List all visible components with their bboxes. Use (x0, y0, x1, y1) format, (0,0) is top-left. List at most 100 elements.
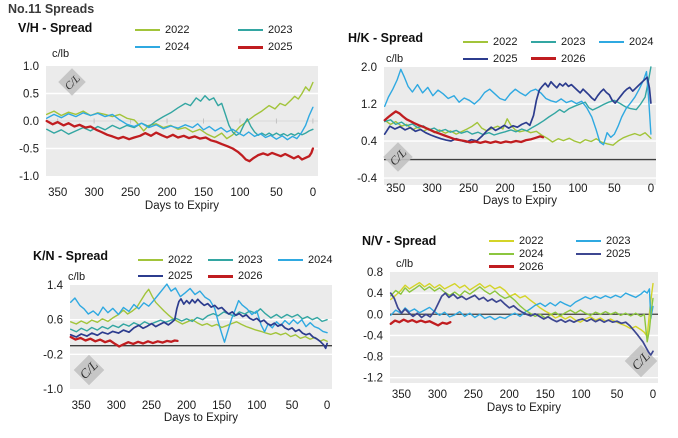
legend-label: 2026 (561, 52, 586, 65)
legend-line-swatch (208, 274, 233, 278)
legend-line-swatch (531, 40, 556, 43)
watermark-logo: C/L (58, 68, 86, 96)
legend-item-hk-2023: 2023 (531, 33, 599, 50)
legend-item-nv-2022: 2022 (489, 234, 576, 247)
legend-line-swatch (576, 252, 601, 255)
legend-line-swatch (138, 259, 163, 261)
page-title: No.11 Spreads (8, 2, 95, 16)
svg-text:-0.8: -0.8 (363, 352, 383, 364)
svg-text:150: 150 (212, 400, 231, 412)
legend-label: 2025 (268, 41, 293, 54)
x-axis-label-kn: Days to Expiry (164, 412, 238, 424)
legend-line-swatch (599, 40, 624, 43)
x-axis-label-nv: Days to Expiry (487, 402, 561, 414)
svg-text:50: 50 (286, 400, 299, 412)
svg-text:-0.5: -0.5 (19, 144, 39, 156)
chart-title-kn: K/N - Spread (33, 249, 109, 263)
svg-text:100: 100 (230, 187, 249, 199)
svg-text:200: 200 (177, 400, 196, 412)
legend-item-kn-2024: 2024 (278, 252, 348, 268)
chart-title-vh: V/H - Spread (18, 21, 93, 35)
svg-text:150: 150 (194, 187, 213, 199)
legend-item-vh-2025: 2025 (238, 39, 341, 57)
svg-text:100: 100 (572, 389, 591, 401)
legend-label: 2023 (238, 254, 263, 266)
series-line-hk-2023 (384, 66, 652, 136)
legend-line-swatch (135, 28, 160, 31)
svg-text:250: 250 (142, 400, 161, 412)
legend-item-nv-2024: 2024 (489, 247, 576, 260)
chart-title-hk: H/K - Spread (348, 31, 424, 45)
svg-text:1.2: 1.2 (361, 99, 377, 111)
svg-text:350: 350 (392, 389, 411, 401)
plot-area-kn (70, 285, 332, 389)
svg-text:250: 250 (121, 187, 140, 199)
legend-line-swatch (489, 252, 514, 255)
legend-label: 2026 (238, 270, 263, 282)
legend-line-swatch (238, 28, 263, 31)
y-axis-ticks-kn: 1.4 0.6 -0.2 -1.0 (43, 280, 63, 396)
y-axis-unit-hk: c/lb (386, 53, 403, 65)
svg-text:300: 300 (428, 389, 447, 401)
series-line-vh-2024 (46, 106, 314, 141)
svg-text:1.0: 1.0 (23, 61, 39, 73)
watermark-logo: C/L (383, 142, 413, 172)
svg-text:0.5: 0.5 (23, 89, 39, 101)
svg-text:0.0: 0.0 (367, 309, 383, 321)
gridlines-vh (46, 92, 318, 150)
legend-line-swatch (463, 40, 488, 43)
x-axis-label-vh: Days to Expiry (145, 200, 219, 212)
legend-item-vh-2024: 2024 (135, 39, 238, 57)
svg-text:0.4: 0.4 (367, 288, 384, 300)
series-line-hk-2024 (384, 68, 652, 146)
legend-item-nv-2025: 2025 (576, 247, 663, 260)
series-line-nv-2026 (389, 318, 452, 327)
svg-text:50: 50 (608, 183, 621, 195)
y-axis-ticks-vh: 1.0 0.5 0.0 -0.5 -1.0 (19, 61, 39, 183)
svg-text:200: 200 (500, 389, 519, 401)
x-axis-ticks-nv: 350 300 250 200 150 100 50 0 (392, 389, 656, 401)
chart-hk: C/L 2.0 1.2 0.4 -0.4 350 300 250 200 150 100 50 0 Day… (357, 53, 656, 207)
svg-text:300: 300 (423, 183, 442, 195)
legend-kn: 2022 2023 2024 2025 2026 (138, 252, 350, 284)
series-line-vh-2023 (46, 94, 314, 137)
svg-text:150: 150 (536, 389, 555, 401)
y-axis-ticks-hk: 2.0 1.2 0.4 -0.4 (357, 62, 377, 185)
series-line-kn-2023 (69, 308, 328, 333)
legend-item-vh-2023: 2023 (238, 21, 341, 39)
legend-item-nv-2026: 2026 (489, 260, 576, 273)
svg-text:50: 50 (611, 389, 624, 401)
x-axis-ticks-kn: 350 300 250 200 150 100 50 0 (72, 400, 331, 412)
legend-item-hk-2025: 2025 (463, 50, 531, 67)
svg-text:200: 200 (157, 187, 176, 199)
svg-text:300: 300 (85, 187, 104, 199)
svg-text:-1.0: -1.0 (43, 384, 63, 396)
svg-text:0.0: 0.0 (23, 116, 39, 128)
svg-text:250: 250 (459, 183, 478, 195)
legend-label: 2022 (493, 35, 518, 48)
legend-line-swatch (463, 57, 488, 60)
legend-item-kn-2022: 2022 (138, 252, 208, 268)
legend-item-hk-2024: 2024 (599, 33, 667, 50)
legend-line-swatch (489, 265, 514, 268)
legend-label: 2025 (493, 52, 518, 65)
svg-text:350: 350 (48, 187, 67, 199)
legend-item-vh-2022: 2022 (135, 21, 238, 39)
svg-text:0.8: 0.8 (367, 267, 383, 279)
series-line-hk-2025 (383, 76, 652, 143)
x-axis-label-hk: Days to Expiry (483, 195, 557, 207)
legend-label: 2026 (519, 260, 544, 273)
legend-item-hk-2022: 2022 (463, 33, 531, 50)
legend-hk: 2022 2023 2024 2025 2026 (463, 33, 669, 67)
legend-item-kn-2026: 2026 (208, 268, 278, 284)
legend-item-hk-2026: 2026 (531, 50, 599, 67)
legend-label: 2024 (165, 41, 190, 54)
svg-text:0: 0 (648, 183, 654, 195)
legend-label: 2024 (519, 247, 544, 260)
svg-text:350: 350 (386, 183, 405, 195)
svg-text:0: 0 (324, 400, 330, 412)
legend-line-swatch (138, 275, 163, 277)
svg-text:-0.4: -0.4 (363, 330, 383, 342)
